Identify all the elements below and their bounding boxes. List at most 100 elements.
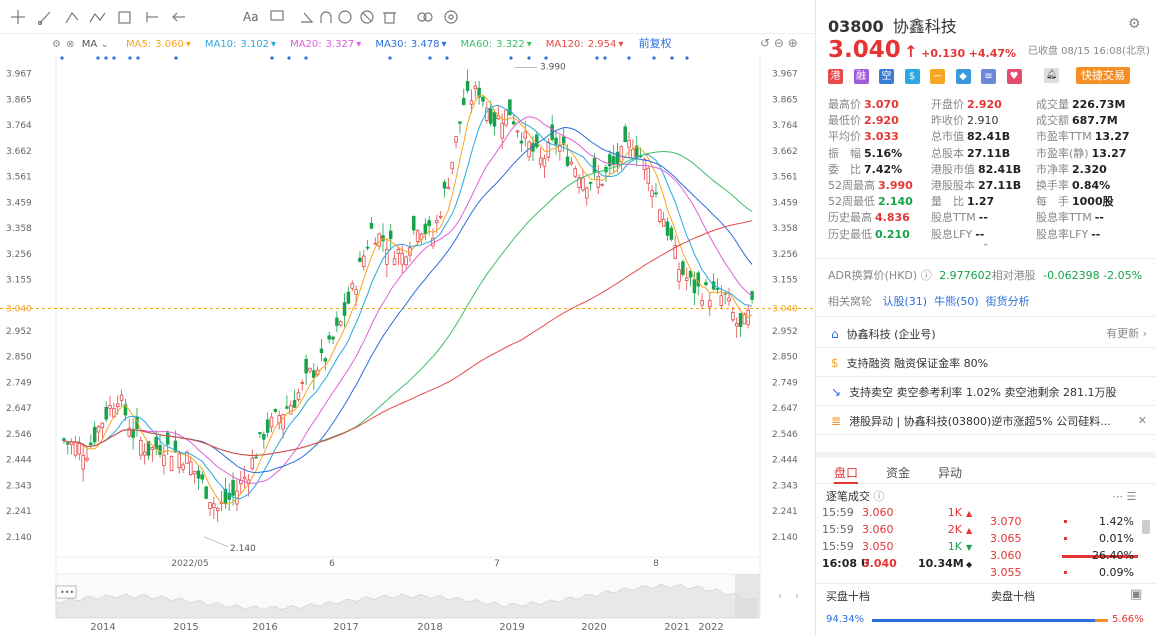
more-icon[interactable]: ••• — [60, 588, 74, 597]
ma-item[interactable]: MA120: 2.954 ▾ — [546, 37, 624, 53]
chevron-down-icon[interactable]: ⌄ — [100, 39, 109, 50]
timeline-handle-icon[interactable] — [55, 585, 77, 599]
related-link[interactable]: 牛熊(50) — [934, 295, 979, 308]
collapse-icon[interactable]: ⌃ — [982, 243, 990, 253]
event-marker[interactable] — [174, 56, 178, 60]
event-marker[interactable] — [544, 56, 548, 60]
info-list-item[interactable]: ≣ 港股异动 | 协鑫科技(03800)逆市涨超5% 公司硅料... ✕ — [816, 407, 1156, 435]
candle-body — [511, 121, 516, 125]
scroll-left-icon[interactable]: ‹ — [778, 591, 782, 602]
buy-pct: 94.34% — [826, 614, 865, 625]
trade-price: 3.060 — [862, 523, 894, 536]
crosshair-icon[interactable] — [11, 10, 25, 24]
ma-item-label: MA10: — [204, 39, 237, 50]
kline-chart[interactable]: 3.967 3.967 3.865 3.865 3.764 3.764 3.662 3.662… — [0, 52, 815, 572]
dollar-icon[interactable]: $ — [904, 69, 920, 84]
info-list-item[interactable]: $ 支持融资 融资保证金率 80% — [816, 349, 1156, 377]
settings-icon[interactable]: ⚙ — [1128, 16, 1141, 32]
event-marker[interactable] — [128, 56, 132, 60]
heart-icon[interactable]: ♥ — [1006, 69, 1022, 84]
info-icon[interactable]: ⓘ — [920, 269, 932, 282]
text-tool[interactable]: Aa — [243, 10, 259, 24]
hk-connect-icon[interactable]: 港 — [828, 69, 843, 84]
info-list-right[interactable]: 有更新 › — [1106, 327, 1147, 340]
candle-body — [412, 216, 416, 231]
event-marker[interactable] — [96, 56, 100, 60]
candle-body — [615, 151, 620, 164]
wave-tool-icon[interactable] — [89, 12, 106, 23]
event-marker[interactable] — [685, 56, 689, 60]
angle-tool-icon[interactable] — [301, 12, 314, 23]
fib-tool-icon[interactable] — [118, 11, 131, 24]
scroll-right-icon[interactable]: › — [795, 591, 799, 602]
timeline-selection[interactable] — [735, 574, 760, 618]
event-marker[interactable] — [603, 56, 607, 60]
short-icon[interactable]: 空 — [879, 69, 894, 84]
event-marker[interactable] — [112, 56, 116, 60]
event-marker[interactable] — [104, 56, 108, 60]
info-list-item[interactable]: ↘ 支持卖空 卖空参考利率 1.02% 卖空池剩余 281.1万股 — [816, 378, 1156, 406]
margin-icon[interactable]: 融 — [853, 69, 869, 84]
sync-icon[interactable] — [338, 10, 352, 24]
option-icon[interactable]: ◆ — [955, 69, 971, 84]
comment-tool-icon[interactable] — [270, 10, 284, 21]
event-marker[interactable] — [627, 56, 631, 60]
more-icon[interactable]: ⋯ ☰ — [1112, 490, 1137, 503]
related-link[interactable]: 认股(31) — [882, 295, 928, 308]
event-marker[interactable] — [445, 56, 449, 60]
event-marker[interactable] — [428, 56, 432, 60]
tab-1[interactable]: 资金 — [886, 466, 911, 480]
magnet-icon[interactable] — [320, 11, 332, 23]
zoom-out-icon[interactable]: ⊖ — [773, 36, 784, 50]
stat-label: 港股股本 — [931, 179, 975, 192]
event-marker[interactable] — [270, 56, 274, 60]
timeline-navigator[interactable]: ••• 2014 2015 2016 2017 2018 2019 2020 2021 2022 ‹… — [0, 572, 815, 635]
event-marker[interactable] — [136, 56, 140, 60]
event-marker[interactable] — [527, 56, 531, 60]
adjust-button[interactable]: 前复权 — [638, 37, 672, 50]
info-list-item[interactable]: ⌂ 协鑫科技 (企业号) 有更新 › — [816, 320, 1156, 348]
ma-item[interactable]: MA20: 3.327 ▾ — [290, 37, 361, 53]
tab-2[interactable]: 异动 — [938, 466, 963, 480]
bell-icon[interactable]: 🔔︎ — [1044, 68, 1059, 83]
settings-icon[interactable]: ⚙ — [52, 39, 61, 50]
depth-price: 3.070 — [990, 515, 1022, 528]
link-icon[interactable] — [417, 12, 433, 22]
event-marker[interactable] — [388, 56, 392, 60]
event-marker[interactable] — [287, 56, 291, 60]
chart-badge-icon[interactable]: ~ — [930, 69, 945, 84]
line-tool-icon[interactable] — [37, 11, 51, 26]
ma-item[interactable]: MA5: 3.060 ▾ — [126, 37, 191, 53]
event-marker[interactable] — [652, 56, 656, 60]
undo-icon[interactable]: ↺ — [760, 36, 771, 50]
range-tool-icon[interactable] — [146, 12, 158, 22]
ma-item[interactable]: MA30: 3.478 ▾ — [375, 37, 446, 53]
event-marker[interactable] — [60, 56, 64, 60]
candle-body — [627, 140, 631, 148]
event-marker[interactable] — [595, 56, 599, 60]
scrollbar[interactable] — [1142, 520, 1150, 534]
event-marker[interactable] — [304, 56, 308, 60]
candle-body — [684, 277, 689, 281]
expand-icon[interactable]: ▣ — [1130, 587, 1143, 602]
event-marker[interactable] — [509, 56, 513, 60]
ma-item[interactable]: MA10: 3.102 ▾ — [205, 37, 276, 53]
related-link[interactable]: 街货分析 — [985, 295, 1030, 308]
zoom-in-icon[interactable]: ⊕ — [787, 36, 798, 50]
trash-icon[interactable] — [383, 12, 396, 24]
tab-0[interactable]: 盘口 — [834, 464, 859, 484]
close-icon[interactable]: ⊗ — [66, 39, 75, 50]
doc-icon[interactable]: ≡ — [981, 69, 996, 84]
info-icon[interactable]: ⓘ — [873, 490, 885, 503]
info-list-right[interactable]: ✕ — [1137, 414, 1147, 427]
event-marker[interactable] — [670, 56, 674, 60]
price-change-pct: +4.47% — [968, 47, 1017, 60]
candle-body — [177, 453, 182, 469]
ma-label[interactable]: MA — [81, 39, 98, 50]
settings-icon[interactable] — [444, 10, 458, 24]
arrow-tool-icon[interactable] — [172, 12, 185, 22]
hide-icon[interactable] — [360, 10, 374, 24]
ma-item[interactable]: MA60: 3.322 ▾ — [461, 37, 532, 53]
trend-tool-icon[interactable] — [65, 11, 79, 24]
quick-trade-button[interactable]: 快捷交易 — [1076, 67, 1130, 84]
